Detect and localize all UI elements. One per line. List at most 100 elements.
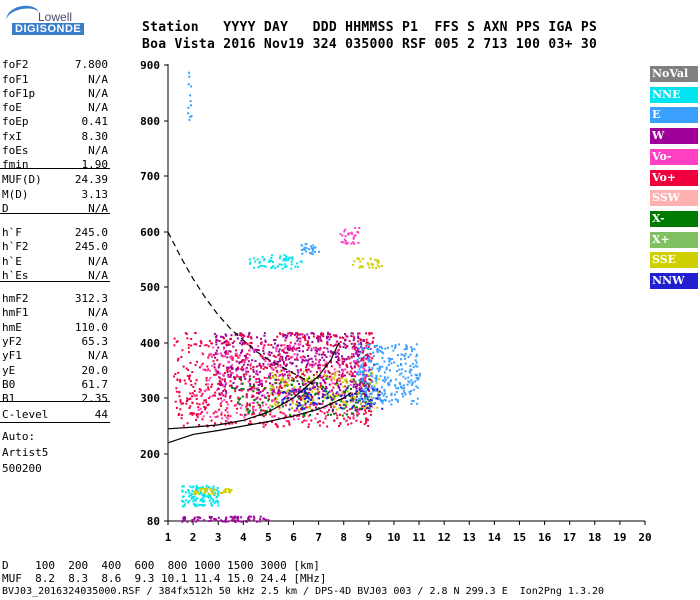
- data-point: [277, 350, 280, 353]
- data-point: [244, 354, 247, 357]
- data-point: [207, 486, 210, 488]
- data-point: [208, 369, 211, 372]
- data-point: [311, 366, 314, 368]
- data-point: [223, 398, 226, 401]
- data-point: [246, 402, 249, 405]
- data-point: [248, 409, 251, 412]
- data-point: [376, 261, 379, 264]
- data-point: [227, 343, 230, 346]
- data-point: [194, 382, 197, 385]
- data-point: [287, 420, 290, 423]
- data-point: [175, 341, 178, 344]
- data-point: [241, 395, 244, 398]
- data-point: [389, 380, 392, 383]
- data-point: [231, 371, 234, 374]
- data-point: [262, 347, 265, 350]
- data-point: [344, 235, 347, 238]
- data-point: [398, 373, 401, 376]
- data-point: [210, 504, 213, 507]
- data-point: [350, 375, 353, 378]
- data-point: [363, 368, 366, 371]
- data-point: [335, 356, 337, 358]
- data-point: [296, 415, 299, 418]
- data-point: [249, 420, 252, 423]
- data-point: [259, 515, 262, 518]
- data-point: [311, 402, 314, 405]
- data-point: [310, 347, 313, 350]
- data-point: [288, 331, 291, 334]
- data-point: [312, 246, 315, 249]
- data-point: [415, 355, 418, 358]
- data-point: [193, 412, 196, 415]
- data-point: [173, 375, 176, 378]
- data-point: [207, 345, 210, 348]
- data-point: [335, 361, 338, 363]
- data-point: [322, 386, 325, 389]
- data-point: [277, 388, 280, 391]
- data-point: [224, 409, 227, 412]
- data-point: [335, 384, 338, 387]
- data-point: [370, 348, 373, 351]
- data-point: [329, 390, 332, 393]
- data-point: [283, 265, 286, 268]
- data-point: [230, 355, 233, 358]
- data-point: [314, 417, 317, 420]
- data-point: [201, 418, 204, 421]
- data-point: [320, 353, 323, 356]
- data-point: [353, 346, 355, 348]
- data-point: [222, 491, 225, 494]
- data-point: [265, 396, 268, 399]
- data-point: [186, 520, 189, 523]
- data-point: [264, 387, 267, 390]
- data-point: [342, 362, 344, 365]
- data-point: [356, 347, 359, 350]
- data-point: [340, 400, 343, 403]
- param-row: foF1 N/A: [2, 73, 108, 87]
- data-point: [319, 382, 322, 385]
- data-point: [394, 344, 397, 347]
- data-point: [365, 390, 368, 393]
- panel-divider: [0, 401, 110, 402]
- data-point: [360, 346, 363, 349]
- data-point: [225, 488, 228, 491]
- data-point: [367, 342, 369, 344]
- data-point: [300, 375, 303, 378]
- data-point: [190, 497, 193, 500]
- data-point: [229, 370, 232, 373]
- data-point: [252, 383, 255, 386]
- data-point: [281, 373, 284, 376]
- data-point: [376, 344, 378, 347]
- data-point: [264, 265, 267, 268]
- data-point: [404, 352, 407, 355]
- data-point: [240, 382, 243, 385]
- data-point: [344, 242, 347, 245]
- data-point: [271, 415, 274, 418]
- param-value: 61.7: [81, 378, 109, 391]
- data-point: [292, 378, 295, 381]
- data-point: [302, 370, 305, 373]
- data-point: [239, 413, 242, 416]
- data-point: [182, 402, 184, 405]
- data-point: [356, 390, 358, 393]
- data-point: [263, 344, 266, 347]
- data-point: [349, 408, 352, 411]
- data-point: [391, 399, 393, 402]
- data-point: [368, 407, 371, 410]
- data-point: [198, 403, 201, 406]
- data-point: [329, 335, 332, 338]
- data-point: [216, 492, 219, 495]
- data-point: [177, 371, 180, 374]
- data-point: [198, 424, 201, 426]
- data-point: [248, 518, 251, 521]
- data-point: [240, 361, 243, 364]
- data-point: [344, 404, 347, 407]
- data-point: [313, 346, 315, 349]
- data-point: [287, 355, 290, 358]
- data-point: [376, 388, 379, 391]
- data-point: [288, 423, 291, 426]
- data-point: [410, 383, 413, 386]
- data-point: [197, 408, 200, 411]
- data-point: [402, 375, 405, 378]
- x-tick-label: 5: [265, 531, 272, 544]
- data-point: [274, 404, 277, 407]
